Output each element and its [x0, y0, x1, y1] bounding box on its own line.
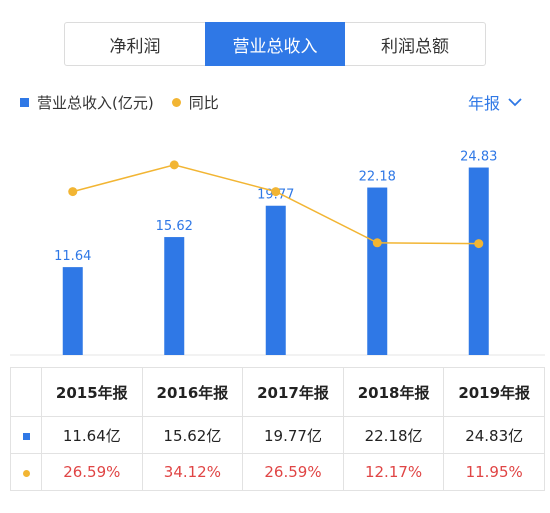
tab-total-revenue[interactable]: 营业总收入 — [205, 22, 345, 66]
dot-marker-icon — [22, 470, 30, 477]
chart-legend: 营业总收入(亿元) 同比 — [20, 92, 237, 112]
bar-value-label: 15.62 — [156, 219, 193, 234]
table-cell: 19.77亿 — [242, 416, 344, 454]
legend-growth-label: 同比 — [188, 93, 219, 112]
table-header-cell: 2015年报 — [41, 367, 143, 417]
legend-growth: 同比 — [171, 92, 219, 113]
table-cell: 22.18亿 — [342, 416, 445, 454]
tab-total-profit[interactable]: 利润总额 — [381, 36, 449, 57]
data-table: 2015年报 2016年报 2017年报 2018年报 2019年报 11.64… — [10, 367, 545, 491]
growth-point — [474, 239, 484, 249]
table-cell: 11.64亿 — [41, 416, 143, 454]
table-cell: 24.83亿 — [443, 416, 545, 454]
growth-point — [169, 160, 179, 170]
table-header-cell: 2017年报 — [242, 367, 344, 417]
table-cell: 34.12% — [141, 453, 244, 491]
table-cell: 12.17% — [342, 453, 445, 491]
growth-point — [271, 187, 281, 197]
growth-point — [372, 238, 382, 248]
dot-swatch-icon — [171, 97, 181, 107]
period-selector-label: 年报 — [467, 94, 500, 113]
bar — [367, 187, 388, 355]
bar-value-label: 24.83 — [460, 150, 497, 165]
period-selector[interactable]: 年报 — [468, 90, 522, 114]
table-cell: 26.59% — [41, 453, 143, 491]
bar-value-label: 22.18 — [359, 170, 396, 185]
table-header-row: 2015年报 2016年报 2017年报 2018年报 2019年报 — [10, 367, 545, 417]
table-header-cell: 2016年报 — [141, 367, 244, 417]
bar-swatch-icon — [20, 97, 29, 107]
bar — [265, 205, 286, 355]
legend-revenue-label: 营业总收入(亿元) — [37, 93, 154, 112]
table-header-cell: 2019年报 — [443, 367, 545, 417]
tab-net-profit[interactable]: 净利润 — [109, 36, 161, 57]
metric-tabs: 净利润 营业总收入 利润总额 — [64, 22, 486, 66]
table-row-growth: 26.59% 34.12% 26.59% 12.17% 11.95% — [10, 453, 545, 491]
chevron-down-icon — [508, 97, 522, 106]
table-cell: 11.95% — [443, 453, 545, 491]
table-header-cell: 2018年报 — [342, 367, 445, 417]
bar-value-label: 11.64 — [54, 249, 91, 264]
bar — [164, 237, 185, 355]
table-row-revenue: 11.64亿 15.62亿 19.77亿 22.18亿 24.83亿 — [10, 416, 545, 454]
bar-marker-icon — [22, 433, 30, 440]
growth-point — [68, 187, 78, 197]
bar — [468, 167, 489, 355]
legend-revenue: 营业总收入(亿元) — [20, 92, 154, 113]
table-cell: 26.59% — [242, 453, 344, 491]
bar — [62, 267, 83, 355]
table-cell: 15.62亿 — [141, 416, 244, 454]
